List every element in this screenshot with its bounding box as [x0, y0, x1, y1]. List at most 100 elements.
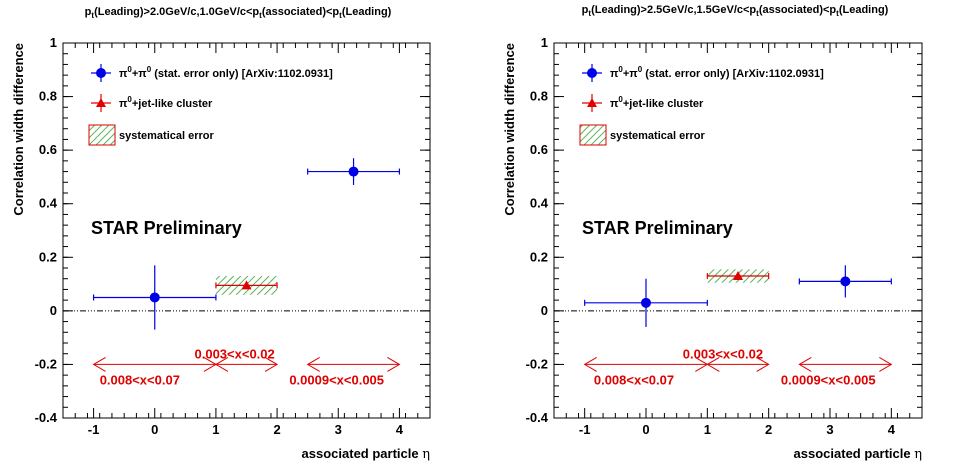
circle-marker	[840, 276, 851, 287]
y-tick-label: 0.4	[530, 196, 549, 211]
title-text: (associated)<p	[759, 4, 837, 16]
legend-text: π	[610, 68, 619, 80]
legend-superscript: 0	[638, 65, 643, 74]
chart-panel-2: pt(Leading)>2.5GeV/c,1.5GeV/c<pt(associa…	[502, 4, 923, 462]
y-axis-label: Correlation width difference	[502, 43, 517, 216]
x-axis-label: associated particle η	[302, 446, 430, 462]
legend-label-systematic: systematical error	[119, 130, 214, 142]
y-tick-label: 0	[541, 303, 548, 318]
range-arrow-head-right	[264, 356, 279, 372]
x-axis-label: associated particle η	[794, 446, 922, 462]
range-arrow-head-right	[387, 356, 401, 372]
x-tick-label: 2	[765, 422, 772, 437]
legend-superscript: 0	[147, 65, 152, 74]
x-tick-label: 4	[888, 422, 896, 437]
x-tick-label: 1	[212, 422, 219, 437]
chart-title: pt(Leading)>2.0GeV/c,1.0GeV/c<pt(associa…	[85, 6, 392, 20]
circle-marker	[641, 297, 651, 308]
y-tick-label: 0.6	[530, 142, 548, 157]
y-tick-label: 0.8	[530, 89, 548, 104]
legend-text: +π	[132, 68, 147, 80]
chart-panel-1: pt(Leading)>2.0GeV/c,1.0GeV/c<pt(associa…	[11, 6, 431, 462]
legend-label-pi0pi0: π0+π0 (stat. error only) [ArXiv:1102.093…	[119, 65, 333, 80]
x-tick-label: 2	[273, 422, 280, 437]
x-range-annotation-2: 0.003<x<0.02	[195, 346, 279, 372]
x-tick-label: 4	[396, 422, 404, 437]
y-axis-label: Correlation width difference	[11, 43, 26, 216]
y-tick-label: -0.2	[35, 356, 57, 371]
title-text: (Leading)	[839, 4, 889, 16]
title-text: (Leading)>2.5GeV/c,1.5GeV/c<p	[591, 4, 756, 16]
legend-circle-marker	[587, 68, 597, 78]
x-range-annotation-2: 0.003<x<0.02	[683, 346, 770, 372]
y-tick-label: 0.2	[530, 249, 548, 264]
y-tick-label: 0.4	[39, 196, 58, 211]
y-tick-label: 1	[50, 35, 57, 50]
legend-superscript: 0	[127, 95, 132, 104]
pi0-jet-point-1	[215, 280, 278, 290]
y-tick-label: 0.2	[39, 249, 57, 264]
title-subscript: t	[259, 11, 262, 20]
y-tick-label: 1	[541, 35, 548, 50]
legend-label-systematic: systematical error	[610, 130, 705, 142]
legend-superscript: 0	[618, 95, 623, 104]
y-tick-label: 0.8	[39, 89, 57, 104]
circle-marker	[149, 292, 160, 303]
star-preliminary-label: STAR Preliminary	[582, 218, 733, 238]
x-axis-label-text: associated particle	[794, 446, 915, 461]
x-range-annotation-3: 0.0009<x<0.005	[781, 356, 893, 387]
legend-label-pi0pi0: π0+π0 (stat. error only) [ArXiv:1102.093…	[610, 65, 824, 80]
x-axis-label-text: associated particle	[302, 446, 423, 461]
star-preliminary-label: STAR Preliminary	[91, 218, 242, 238]
range-label: 0.0009<x<0.005	[781, 372, 876, 387]
range-label: 0.008<x<0.07	[594, 372, 674, 387]
range-arrow-head-left	[214, 356, 229, 372]
legend-text: π	[119, 98, 128, 110]
pi0-pi0-point-1	[584, 278, 708, 327]
legend-systematic-swatch	[579, 124, 607, 146]
pi0-pi0-point-2	[798, 265, 892, 298]
range-arrow-head-left	[306, 356, 320, 372]
range-arrow-head-right	[879, 356, 893, 372]
legend: π0+π0 (stat. error only) [ArXiv:1102.093…	[88, 64, 333, 146]
legend-text: π	[119, 68, 128, 80]
legend-triangle-marker	[587, 98, 597, 107]
range-label: 0.003<x<0.02	[195, 346, 275, 361]
legend-label-pi0jet: π0+jet-like cluster	[610, 95, 704, 110]
legend: π0+π0 (stat. error only) [ArXiv:1102.093…	[579, 64, 824, 146]
legend-label-pi0jet: π0+jet-like cluster	[119, 95, 213, 110]
legend-text: +jet-like cluster	[623, 98, 704, 110]
x-tick-label: 3	[335, 422, 342, 437]
title-text: p	[85, 6, 92, 18]
x-tick-label: 0	[642, 422, 649, 437]
legend-triangle-marker	[96, 98, 106, 107]
x-range-annotation-3: 0.0009<x<0.005	[289, 356, 401, 387]
x-tick-label: 1	[704, 422, 711, 437]
title-text: (Leading)>2.0GeV/c,1.0GeV/c<p	[94, 6, 259, 18]
x-range-annotation-1: 0.008<x<0.07	[583, 356, 709, 387]
circle-marker	[348, 166, 359, 177]
legend-text: +jet-like cluster	[132, 98, 213, 110]
title-text: (associated)<p	[262, 6, 340, 18]
y-tick-label: -0.4	[35, 410, 58, 425]
title-subscript: t	[836, 9, 839, 18]
chart-title: pt(Leading)>2.5GeV/c,1.5GeV/c<pt(associa…	[582, 4, 889, 18]
y-tick-label: -0.2	[526, 356, 548, 371]
legend-circle-marker	[96, 68, 106, 78]
pi0-jet-point-1	[706, 271, 770, 281]
legend-text: (stat. error only) [ArXiv:1102.0931]	[642, 68, 824, 80]
title-subscript: t	[91, 11, 94, 20]
legend-text: +π	[623, 68, 638, 80]
x-tick-label: -1	[579, 422, 591, 437]
triangle-marker	[241, 280, 252, 290]
range-arrow-head-left	[706, 356, 720, 372]
range-arrow-head-left	[92, 356, 106, 372]
title-subscript: t	[756, 9, 759, 18]
x-axis-label-symbol: η	[914, 447, 922, 462]
title-subscript: t	[339, 11, 342, 20]
range-arrow-head-left	[798, 356, 812, 372]
pi0-pi0-point-1	[92, 265, 217, 330]
x-tick-label: -1	[88, 422, 100, 437]
x-tick-label: 0	[151, 422, 158, 437]
legend-text: (stat. error only) [ArXiv:1102.0931]	[151, 68, 333, 80]
